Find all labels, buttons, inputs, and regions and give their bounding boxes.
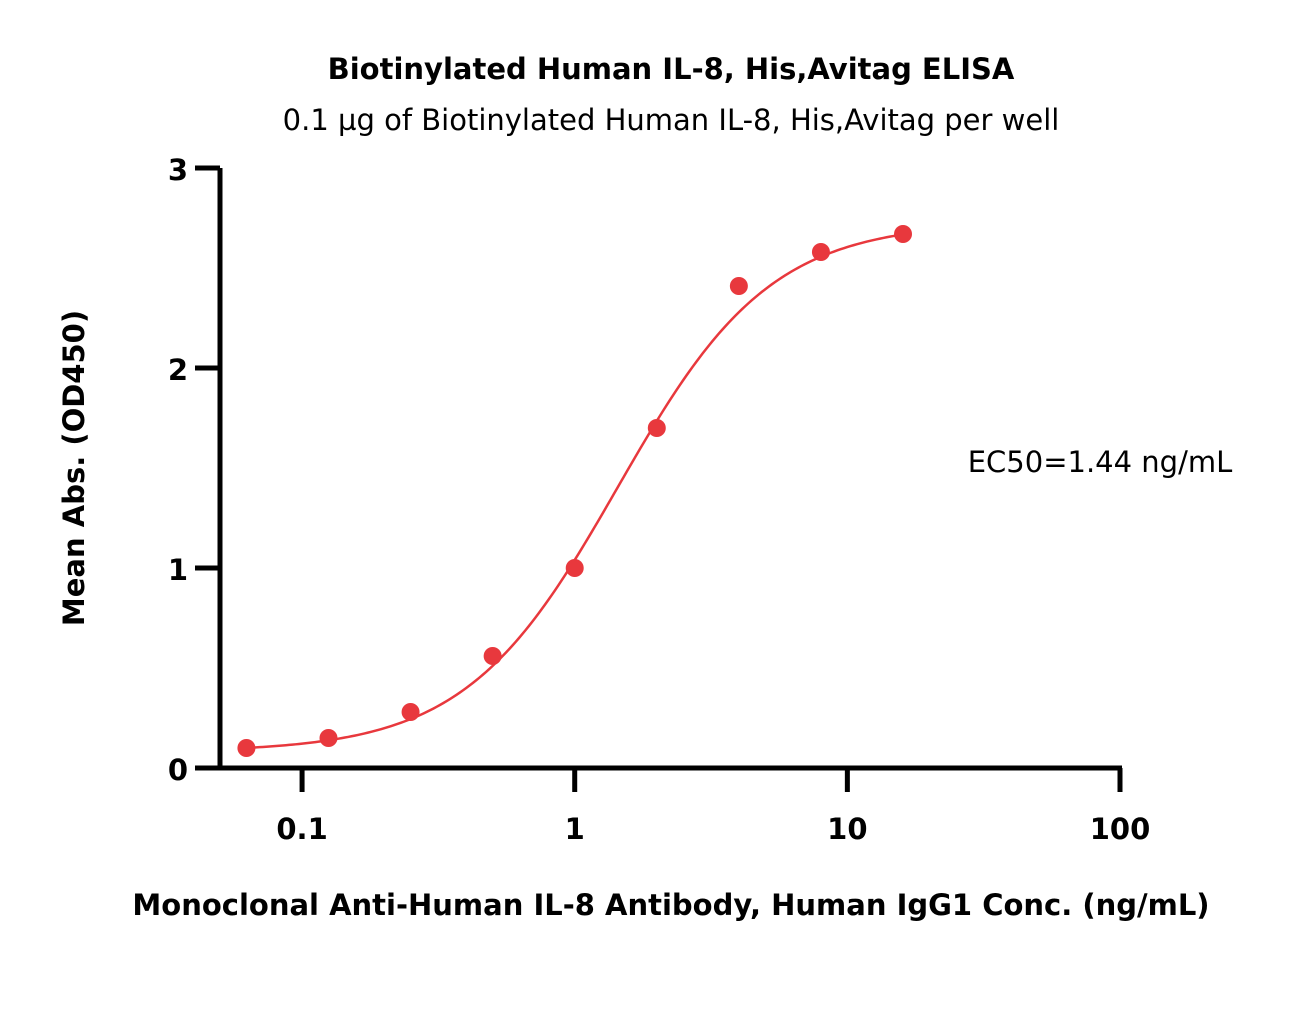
data-point bbox=[647, 419, 666, 437]
x-tick-label: 10 bbox=[827, 812, 867, 846]
y-tick-label: 1 bbox=[168, 553, 188, 587]
data-point bbox=[811, 243, 830, 261]
y-axis-label: Mean Abs. (OD450) bbox=[57, 310, 91, 626]
y-tick-label: 0 bbox=[168, 753, 188, 787]
data-point bbox=[319, 729, 338, 747]
x-axis-label: Monoclonal Anti-Human IL-8 Antibody, Hum… bbox=[132, 888, 1209, 922]
x-tick-label: 1 bbox=[565, 812, 585, 846]
data-point bbox=[483, 647, 502, 665]
chart-title: Biotinylated Human IL-8, His,Avitag ELIS… bbox=[328, 52, 1015, 86]
fit-curve bbox=[246, 233, 904, 750]
axes: 0 1 2 3 0.1 1 10 100 bbox=[168, 153, 1150, 846]
chart-subtitle: 0.1 µg of Biotinylated Human IL-8, His,A… bbox=[283, 103, 1060, 137]
data-points bbox=[237, 225, 913, 757]
data-point bbox=[894, 225, 913, 243]
data-point bbox=[237, 739, 256, 757]
data-point bbox=[401, 703, 420, 721]
x-tick-label: 100 bbox=[1090, 812, 1151, 846]
data-point bbox=[565, 559, 584, 577]
data-point bbox=[729, 277, 748, 295]
y-tick-label: 2 bbox=[168, 353, 188, 387]
x-tick-label: 0.1 bbox=[276, 812, 327, 846]
fit-curve-layer bbox=[246, 233, 904, 750]
ec50-annotation: EC50=1.44 ng/mL bbox=[968, 445, 1233, 479]
y-tick-label: 3 bbox=[168, 153, 188, 187]
